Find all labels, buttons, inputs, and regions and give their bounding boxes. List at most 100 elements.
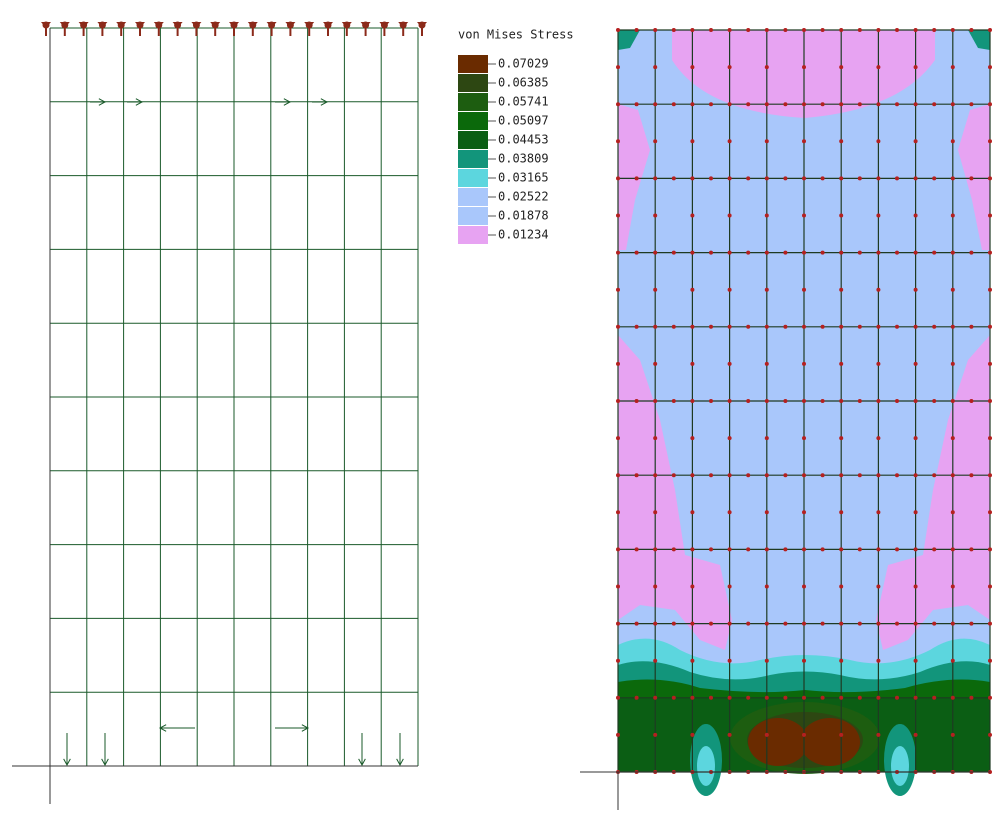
node bbox=[839, 176, 844, 181]
node bbox=[969, 695, 974, 700]
node bbox=[764, 139, 769, 144]
node bbox=[690, 658, 695, 663]
node bbox=[727, 287, 732, 292]
node bbox=[950, 732, 955, 737]
node bbox=[727, 65, 732, 70]
node bbox=[616, 584, 620, 589]
node bbox=[895, 176, 899, 181]
node bbox=[820, 399, 825, 403]
node bbox=[802, 28, 806, 32]
node bbox=[727, 213, 732, 218]
node bbox=[988, 102, 992, 107]
node bbox=[802, 658, 806, 663]
support-symbol bbox=[343, 21, 351, 29]
node bbox=[932, 250, 937, 255]
node bbox=[727, 658, 732, 663]
contour-region bbox=[958, 104, 990, 250]
node bbox=[988, 324, 992, 329]
node bbox=[690, 176, 695, 181]
load-arrow bbox=[98, 98, 107, 106]
node bbox=[950, 102, 955, 107]
node bbox=[653, 324, 658, 329]
node bbox=[653, 361, 658, 366]
node bbox=[653, 510, 658, 515]
node bbox=[746, 28, 751, 32]
node bbox=[783, 473, 788, 478]
node bbox=[913, 65, 918, 70]
node bbox=[746, 695, 751, 700]
node bbox=[653, 28, 658, 32]
node bbox=[727, 250, 732, 255]
node bbox=[653, 287, 658, 292]
node bbox=[913, 250, 918, 255]
node bbox=[802, 473, 806, 478]
node bbox=[727, 436, 732, 441]
load-arrow bbox=[301, 724, 310, 732]
node bbox=[950, 65, 955, 70]
node bbox=[616, 65, 620, 70]
node bbox=[764, 547, 769, 552]
node bbox=[783, 250, 788, 255]
node bbox=[839, 250, 844, 255]
node bbox=[913, 473, 918, 478]
node bbox=[616, 658, 620, 663]
node bbox=[709, 28, 713, 32]
node bbox=[746, 473, 751, 478]
node bbox=[746, 176, 751, 181]
node bbox=[802, 176, 806, 181]
node bbox=[653, 176, 658, 181]
node bbox=[802, 436, 806, 441]
node bbox=[616, 250, 620, 255]
node bbox=[653, 547, 658, 552]
node bbox=[969, 324, 974, 329]
support-symbol bbox=[268, 21, 276, 29]
node bbox=[634, 621, 639, 626]
node bbox=[690, 102, 695, 107]
legend-swatch bbox=[458, 169, 488, 187]
node bbox=[727, 621, 732, 626]
node bbox=[969, 473, 974, 478]
node bbox=[653, 695, 658, 700]
node bbox=[783, 695, 788, 700]
node bbox=[709, 324, 713, 329]
node bbox=[839, 732, 844, 737]
node bbox=[876, 584, 881, 589]
node bbox=[969, 28, 974, 32]
node bbox=[653, 658, 658, 663]
node bbox=[932, 102, 937, 107]
support-symbol bbox=[286, 21, 294, 29]
node bbox=[950, 621, 955, 626]
node bbox=[802, 695, 806, 700]
legend-swatch bbox=[458, 188, 488, 206]
node bbox=[616, 436, 620, 441]
load-arrow bbox=[101, 758, 109, 767]
node bbox=[616, 547, 620, 552]
node bbox=[764, 399, 769, 403]
node bbox=[876, 213, 881, 218]
node bbox=[653, 473, 658, 478]
legend-swatch bbox=[458, 131, 488, 149]
node bbox=[988, 213, 992, 218]
node bbox=[913, 436, 918, 441]
node bbox=[690, 28, 695, 32]
node bbox=[616, 732, 620, 737]
contour-region bbox=[800, 718, 860, 766]
node bbox=[988, 658, 992, 663]
support-symbol bbox=[192, 21, 200, 29]
node bbox=[857, 547, 862, 552]
node bbox=[616, 324, 620, 329]
node bbox=[913, 176, 918, 181]
load-arrow bbox=[158, 724, 167, 732]
node bbox=[950, 324, 955, 329]
node bbox=[671, 695, 676, 700]
support-symbol bbox=[117, 21, 125, 29]
node bbox=[764, 621, 769, 626]
node bbox=[764, 658, 769, 663]
node bbox=[671, 473, 676, 478]
node bbox=[950, 287, 955, 292]
node bbox=[727, 399, 732, 403]
legend-swatch bbox=[458, 55, 488, 73]
node bbox=[709, 250, 713, 255]
support-symbol bbox=[98, 21, 106, 29]
